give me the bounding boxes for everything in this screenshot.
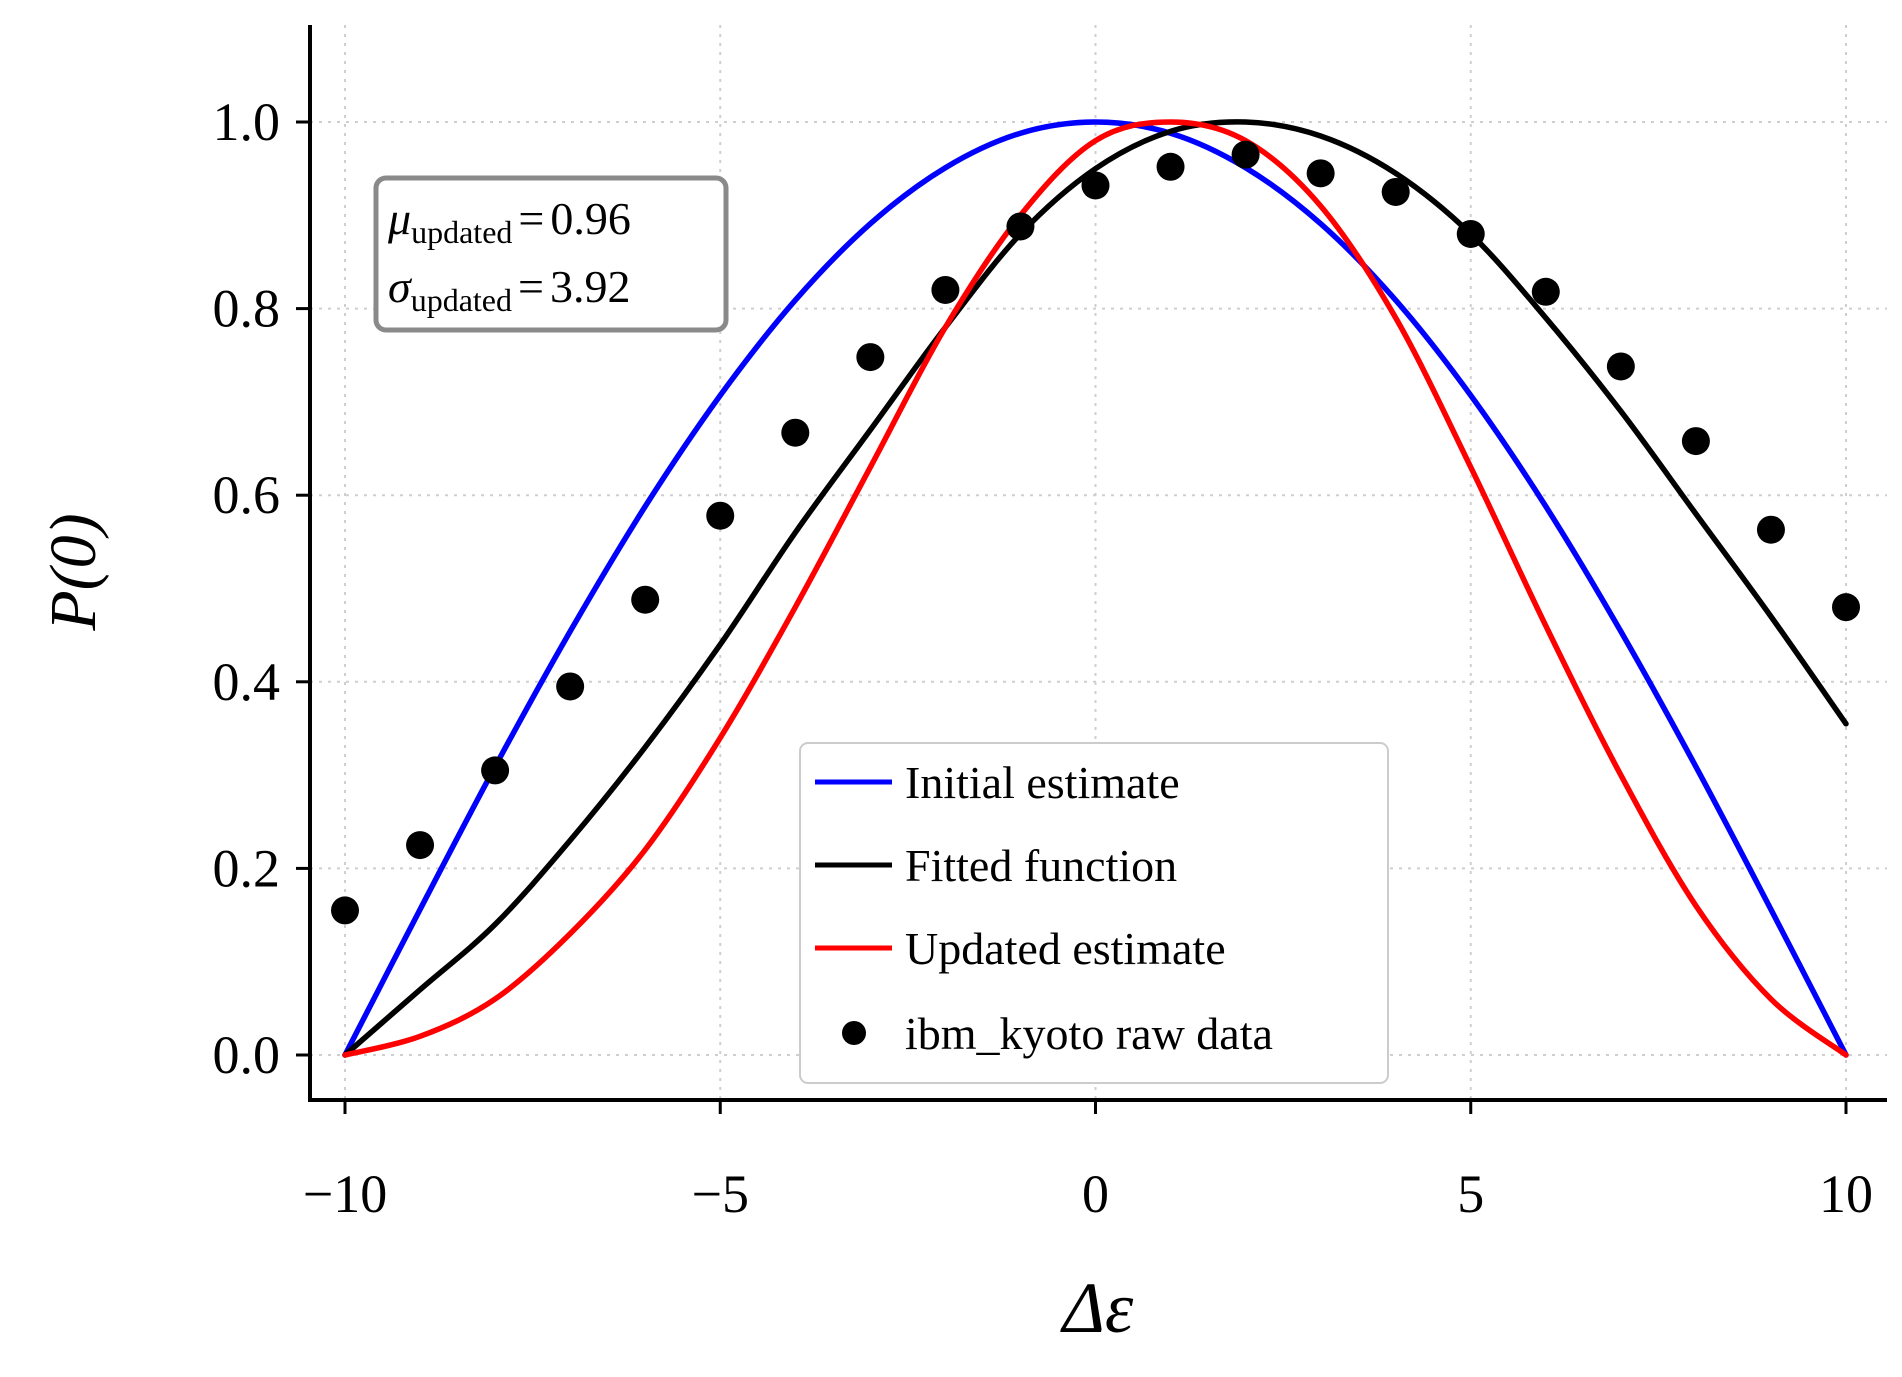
data-point	[1006, 212, 1035, 241]
data-point	[856, 343, 885, 372]
series-line-updated-estimate	[342, 119, 1849, 1058]
legend-swatch-raw-data	[842, 1021, 866, 1045]
data-point	[781, 418, 810, 447]
legend-label-initial: Initial estimate	[905, 757, 1180, 808]
legend-label-updated: Updated estimate	[905, 923, 1226, 974]
x-tick-label: −10	[303, 1164, 387, 1224]
mu-updated-label: μupdated = 0.96	[387, 193, 631, 250]
x-tick-label: −5	[692, 1164, 749, 1224]
y-tick-label: 0.2	[213, 838, 281, 898]
grid	[310, 25, 1887, 1100]
y-tick-label: 0.6	[213, 465, 281, 525]
legend-label-fitted: Fitted function	[905, 840, 1177, 891]
data-point	[1231, 140, 1260, 169]
x-tick-label: 0	[1082, 1164, 1109, 1224]
legend: Initial estimate Fitted function Updated…	[799, 742, 1389, 1084]
data-point	[1832, 593, 1860, 622]
x-axis-title: Δε	[1060, 1268, 1134, 1348]
x-tick-label: 10	[1819, 1164, 1873, 1224]
data-point	[1081, 171, 1110, 200]
series-lines	[342, 119, 1849, 1058]
data-point	[631, 585, 660, 614]
x-tick-label: 5	[1457, 1164, 1484, 1224]
y-tick-label: 0.4	[213, 652, 281, 712]
data-point	[1756, 515, 1785, 544]
data-point	[1531, 277, 1560, 306]
data-point	[706, 501, 735, 530]
y-tick-label: 0.8	[213, 279, 281, 339]
data-point	[931, 275, 960, 304]
data-point	[1306, 159, 1335, 188]
data-point	[331, 896, 359, 925]
sigma-updated-label: σupdated = 3.92	[388, 261, 630, 318]
data-point	[1606, 352, 1635, 381]
x-ticks: −10 −5 0 5 10	[303, 1100, 1873, 1224]
data-point	[406, 831, 435, 860]
series-line-initial-estimate	[342, 119, 1849, 1058]
data-point	[1156, 152, 1185, 181]
series-line-fitted-function	[342, 119, 1849, 1058]
y-axis-title: P(0)	[37, 513, 110, 631]
data-point	[1381, 177, 1410, 206]
fit-parameters-box: μupdated = 0.96 σupdated = 3.92	[373, 175, 729, 333]
data-point	[1456, 219, 1485, 248]
y-tick-label: 0.0	[213, 1025, 281, 1085]
legend-label-raw-data: ibm_kyoto raw data	[905, 1008, 1273, 1059]
scatter-points	[331, 140, 1860, 925]
y-ticks: 0.0 0.2 0.4 0.6 0.8 1.0	[213, 92, 310, 1085]
y-tick-label: 1.0	[213, 92, 281, 152]
data-point	[481, 756, 510, 785]
data-point	[1681, 427, 1710, 456]
data-point	[556, 672, 585, 701]
